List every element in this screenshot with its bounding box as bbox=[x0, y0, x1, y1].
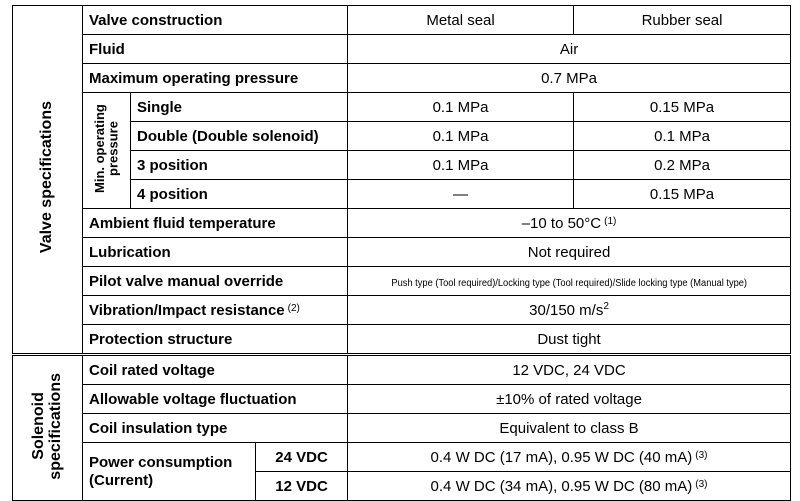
row: Vibration/Impact resistance (2) 30/150 m/s… bbox=[13, 295, 792, 325]
footnote-ref: (3) bbox=[695, 449, 708, 461]
row: 12 VDC 0.4 W DC (34 mA), 0.95 W DC (80 m… bbox=[13, 471, 792, 501]
label: Vibration/Impact resistance bbox=[89, 301, 285, 319]
footnote-ref: (1) bbox=[604, 215, 617, 227]
value: 0.4 W DC (34 mA), 0.95 W DC (80 mA) bbox=[430, 477, 693, 495]
row: Double (Double solenoid) 0.1 MPa 0.1 MPa bbox=[13, 121, 792, 151]
column-header: Metal seal bbox=[347, 5, 575, 35]
row: 3 position 0.1 MPa 0.2 MPa bbox=[13, 150, 792, 180]
row: Maximum operating pressure 0.7 MPa bbox=[13, 63, 792, 93]
section-title: Valve specifications bbox=[38, 101, 56, 254]
row: Protection structure Dust tight bbox=[13, 324, 792, 355]
label: Fluid bbox=[81, 34, 349, 64]
value: 0.7 MPa bbox=[347, 63, 792, 93]
group-cell: Min. operating pressure bbox=[82, 92, 131, 209]
voltage: 24 VDC bbox=[254, 442, 349, 472]
spec-table: Valve specifications Valve construction … bbox=[12, 5, 792, 501]
value: Push type (Tool required)/Locking type (… bbox=[391, 277, 747, 289]
label-cell: Power consumption (Current) bbox=[82, 442, 256, 501]
label: 3 position bbox=[129, 150, 349, 180]
label: Single bbox=[129, 92, 349, 122]
value: 0.1 MPa bbox=[347, 150, 575, 180]
row: Ambient fluid temperature –10 to 50°C (1) bbox=[13, 208, 792, 238]
label: Double (Double solenoid) bbox=[129, 121, 349, 151]
value: Equivalent to class B bbox=[347, 413, 792, 443]
value: 0.1 MPa bbox=[573, 121, 792, 151]
row: Power consumption (Current) 24 VDC 0.4 W … bbox=[13, 442, 792, 501]
label: 4 position bbox=[129, 179, 349, 209]
row: Valve specifications Valve construction … bbox=[12, 5, 792, 355]
label: Allowable voltage fluctuation bbox=[81, 384, 349, 414]
row: Solenoid specifications Coil rated voltag… bbox=[12, 353, 792, 501]
value-cell: –10 to 50°C (1) bbox=[347, 208, 792, 238]
value-cell: Push type (Tool required)/Locking type (… bbox=[347, 266, 792, 296]
value-cell: 0.4 W DC (17 mA), 0.95 W DC (40 mA) (3) bbox=[347, 442, 792, 472]
value: 0.15 MPa bbox=[573, 92, 792, 122]
section-title: Solenoid specifications bbox=[29, 372, 65, 480]
value: 0.15 MPa bbox=[573, 179, 792, 209]
label: Lubrication bbox=[81, 237, 349, 267]
row: 4 position —0.15 MPa bbox=[13, 179, 792, 209]
row: Pilot valve manual override Push type (To… bbox=[13, 266, 792, 296]
label-cell: Vibration/Impact resistance (2) bbox=[81, 295, 349, 325]
title-line: Solenoid bbox=[29, 392, 47, 460]
label: Maximum operating pressure bbox=[81, 63, 349, 93]
column-header: Rubber seal bbox=[573, 5, 792, 35]
row: Allowable voltage fluctuation ±10% of rat… bbox=[13, 384, 792, 414]
title-line: specifications bbox=[46, 372, 64, 480]
label: Protection structure bbox=[81, 324, 349, 355]
row: Lubrication Not required bbox=[13, 237, 792, 267]
value: 0.1 MPa bbox=[347, 121, 575, 151]
label: Power consumption bbox=[89, 453, 233, 471]
value: 30/150 m/s bbox=[529, 302, 604, 319]
value-cell: 30/150 m/s2 bbox=[347, 295, 792, 325]
label: Coil rated voltage bbox=[81, 353, 349, 385]
value-cell: 0.4 W DC (34 mA), 0.95 W DC (80 mA) (3) bbox=[347, 471, 792, 501]
value: Not required bbox=[347, 237, 792, 267]
value: 0.4 W DC (17 mA), 0.95 W DC (40 mA) bbox=[430, 448, 693, 466]
label: Valve construction bbox=[81, 5, 349, 35]
label: Ambient fluid temperature bbox=[81, 208, 349, 238]
value: 0.2 MPa bbox=[573, 150, 792, 180]
section-cell: Solenoid specifications bbox=[12, 353, 83, 501]
footnote-ref: (3) bbox=[695, 478, 708, 490]
value: — bbox=[347, 179, 575, 209]
value: Air bbox=[347, 34, 792, 64]
value: 12 VDC, 24 VDC bbox=[347, 353, 792, 385]
group-label: Min. operating pressure bbox=[91, 104, 121, 193]
voltage: 12 VDC bbox=[254, 471, 349, 501]
footnote-ref: (2) bbox=[287, 302, 300, 314]
value: –10 to 50°C bbox=[521, 214, 602, 232]
row: Coil insulation type Equivalent to class … bbox=[13, 413, 792, 443]
value: Dust tight bbox=[347, 324, 792, 355]
label: (Current) bbox=[89, 471, 154, 489]
value: ±10% of rated voltage bbox=[347, 384, 792, 414]
row: Fluid Air bbox=[13, 34, 792, 64]
label: Pilot valve manual override bbox=[81, 266, 349, 296]
section-cell: Valve specifications bbox=[12, 5, 83, 355]
label: Coil insulation type bbox=[81, 413, 349, 443]
row: Min. operating pressure Single 0.1 MPa 0… bbox=[13, 92, 792, 209]
superscript: 2 bbox=[603, 301, 609, 312]
value: 0.1 MPa bbox=[347, 92, 575, 122]
